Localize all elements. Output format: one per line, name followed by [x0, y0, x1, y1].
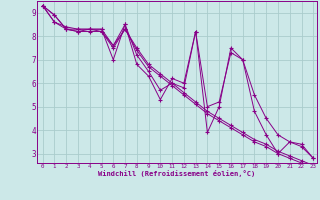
X-axis label: Windchill (Refroidissement éolien,°C): Windchill (Refroidissement éolien,°C): [98, 170, 255, 177]
